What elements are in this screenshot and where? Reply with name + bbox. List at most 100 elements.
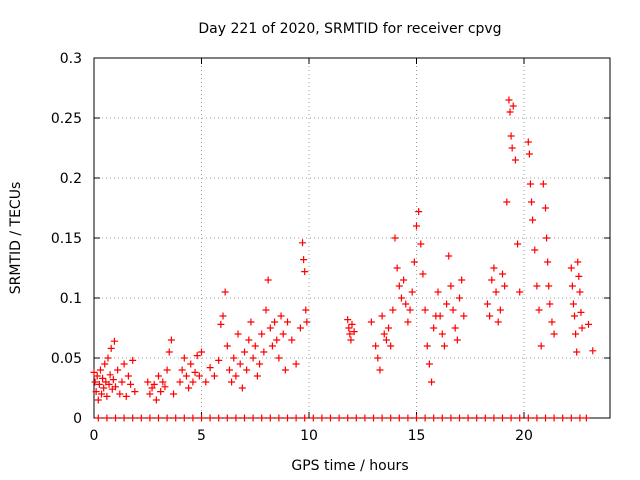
data-point <box>238 384 246 392</box>
data-point <box>161 383 169 391</box>
data-point <box>473 414 481 422</box>
data-point <box>93 372 101 380</box>
data-point <box>483 300 491 308</box>
data-point <box>389 306 397 314</box>
data-point <box>548 318 556 326</box>
data-point <box>266 324 274 332</box>
data-point <box>402 300 410 308</box>
data-point <box>114 366 122 374</box>
data-point <box>275 414 283 422</box>
data-point <box>191 368 199 376</box>
data-point <box>374 354 382 362</box>
data-point <box>251 342 259 350</box>
data-point <box>124 372 132 380</box>
data-point <box>344 316 352 324</box>
x-tick-labels: 0 5 10 15 20 <box>90 428 533 444</box>
data-point <box>589 347 597 355</box>
data-point <box>387 342 395 350</box>
data-point <box>262 306 270 314</box>
data-point <box>508 144 516 152</box>
data-point <box>178 366 186 374</box>
data-point <box>361 414 369 422</box>
data-point <box>533 282 541 290</box>
data-point <box>215 356 223 364</box>
data-point <box>189 378 197 386</box>
data-point <box>327 414 334 422</box>
data-point <box>417 240 425 248</box>
data-point <box>245 336 253 344</box>
data-point <box>347 336 355 344</box>
data-point <box>225 366 233 374</box>
data-point <box>94 396 102 404</box>
data-point <box>406 306 414 314</box>
data-point <box>309 414 317 422</box>
grid <box>94 58 610 418</box>
data-point <box>481 414 489 422</box>
data-point <box>256 360 264 368</box>
data-point <box>524 414 532 422</box>
y-tick-label: 0.15 <box>51 231 82 247</box>
data-point <box>464 414 472 422</box>
data-point <box>232 414 240 422</box>
data-point <box>449 306 457 314</box>
data-point <box>582 414 590 422</box>
data-point <box>172 414 180 422</box>
data-point <box>506 108 514 116</box>
data-point <box>303 318 311 326</box>
data-point <box>413 222 420 230</box>
data-point <box>253 372 261 380</box>
data-point <box>539 180 547 188</box>
data-point <box>236 360 244 368</box>
data-point <box>292 360 300 368</box>
data-point <box>215 414 223 422</box>
data-point <box>533 414 541 422</box>
data-point <box>302 306 310 314</box>
data-point <box>567 414 575 422</box>
data-point <box>120 360 128 368</box>
data-point <box>507 132 515 140</box>
data-point <box>494 318 502 326</box>
data-point <box>221 288 229 296</box>
data-point <box>163 366 171 374</box>
data-point <box>288 336 296 344</box>
y-tick-label: 0.05 <box>51 351 82 367</box>
data-point <box>249 414 257 422</box>
data-point <box>543 234 551 242</box>
data-point <box>232 372 240 380</box>
data-point <box>503 198 511 206</box>
data-point <box>415 208 423 216</box>
data-point <box>230 354 238 362</box>
y-axis-label: SRMTID / TECUs <box>8 182 24 295</box>
data-point <box>198 414 205 422</box>
data-point <box>576 288 584 296</box>
data-point <box>275 354 283 362</box>
data-point <box>105 380 113 388</box>
data-point <box>550 414 558 422</box>
data-point <box>103 414 111 422</box>
data-point <box>490 414 498 422</box>
data-point <box>318 414 326 422</box>
data-point <box>492 288 500 296</box>
data-point <box>129 356 137 364</box>
data-point <box>150 380 158 388</box>
x-tick-label: 10 <box>300 428 318 444</box>
data-point <box>129 414 137 422</box>
data-point <box>526 180 534 188</box>
data-point <box>490 264 498 272</box>
data-point <box>279 330 287 338</box>
data-point <box>575 272 583 280</box>
data-point <box>277 312 285 320</box>
chart-title: Day 221 of 2020, SRMTID for receiver cpv… <box>198 21 501 37</box>
data-point <box>146 390 154 398</box>
data-point <box>96 366 104 374</box>
data-point <box>118 378 126 386</box>
x-tick-label: 0 <box>90 428 99 444</box>
data-point <box>210 372 218 380</box>
data-point <box>281 366 289 374</box>
x-tick-label: 5 <box>197 428 206 444</box>
data-point <box>260 348 268 356</box>
data-point <box>350 328 358 336</box>
data-point <box>157 388 165 396</box>
data-point <box>453 336 461 344</box>
